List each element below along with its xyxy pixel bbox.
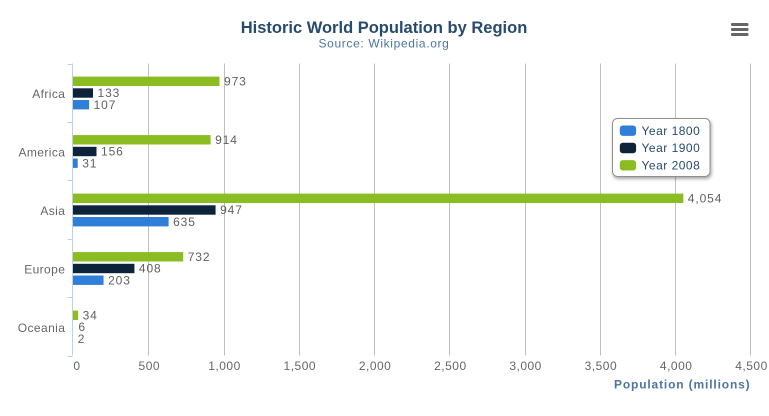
svg-text:947: 947 (220, 203, 243, 217)
svg-text:2: 2 (78, 332, 86, 346)
svg-text:America: America (18, 145, 65, 159)
svg-text:Africa: Africa (32, 87, 65, 101)
svg-text:Year 1900: Year 1900 (642, 141, 701, 155)
svg-text:408: 408 (139, 262, 162, 276)
svg-text:4,000: 4,000 (660, 359, 693, 373)
svg-text:107: 107 (94, 98, 117, 112)
svg-text:914: 914 (215, 133, 238, 147)
svg-text:3,000: 3,000 (509, 359, 542, 373)
svg-text:Year 2008: Year 2008 (642, 159, 701, 173)
svg-text:4,500: 4,500 (735, 359, 768, 373)
svg-text:31: 31 (82, 156, 97, 170)
svg-text:2,500: 2,500 (434, 359, 467, 373)
svg-text:6: 6 (78, 320, 86, 334)
svg-text:973: 973 (224, 75, 247, 89)
svg-text:Asia: Asia (40, 204, 65, 218)
svg-text:34: 34 (83, 309, 98, 323)
svg-text:Year 1800: Year 1800 (642, 124, 701, 138)
svg-text:Source: Wikipedia.org: Source: Wikipedia.org (318, 37, 449, 51)
svg-text:1,000: 1,000 (208, 359, 241, 373)
svg-text:Oceania: Oceania (18, 321, 66, 335)
svg-text:2,000: 2,000 (359, 359, 392, 373)
svg-text:3,500: 3,500 (585, 359, 618, 373)
svg-text:0: 0 (73, 359, 80, 373)
svg-text:Population (millions): Population (millions) (614, 378, 751, 392)
svg-text:635: 635 (173, 215, 196, 229)
svg-text:156: 156 (101, 145, 124, 159)
svg-text:732: 732 (188, 250, 211, 264)
svg-text:4,054: 4,054 (688, 192, 723, 206)
svg-text:Europe: Europe (24, 262, 65, 276)
svg-text:Historic World Population by R: Historic World Population by Region (241, 19, 528, 37)
svg-text:133: 133 (98, 86, 121, 100)
svg-text:203: 203 (108, 273, 131, 287)
svg-text:1,500: 1,500 (284, 359, 317, 373)
svg-text:500: 500 (139, 359, 161, 373)
